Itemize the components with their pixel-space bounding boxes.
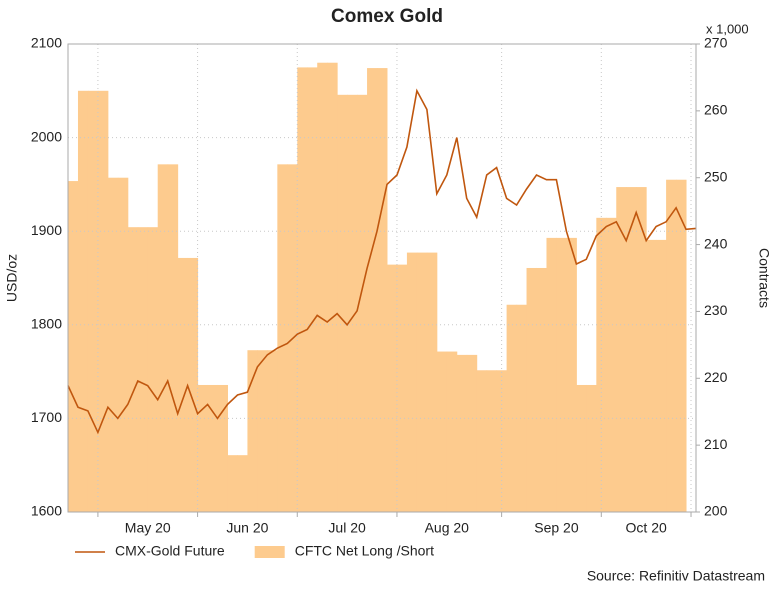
area-step <box>157 164 169 513</box>
area-step <box>137 227 149 512</box>
area-step <box>406 252 418 512</box>
area-step <box>536 267 547 512</box>
x-tick-label: May 20 <box>125 520 171 536</box>
y-tick-label: 2100 <box>31 35 62 51</box>
area-step <box>496 370 508 512</box>
area-step <box>626 187 637 512</box>
area-step <box>167 164 179 513</box>
area-step <box>217 384 228 512</box>
area-step <box>386 264 398 512</box>
area-step <box>416 252 428 512</box>
area-step <box>396 264 408 512</box>
y-tick-label: 1600 <box>31 503 62 519</box>
area-step <box>247 350 258 512</box>
area-step <box>237 455 248 512</box>
x-tick-label: Oct 20 <box>626 520 667 536</box>
area-step <box>177 257 189 512</box>
area-step <box>297 67 308 513</box>
area-step <box>546 237 557 512</box>
area-step <box>147 227 159 512</box>
area-step <box>656 239 667 513</box>
y-tick-label: 2000 <box>31 128 62 144</box>
area-step <box>466 354 478 512</box>
area-step <box>476 370 488 512</box>
area-step <box>377 68 388 512</box>
area-step <box>436 351 448 512</box>
legend-label: CMX-Gold Future <box>115 543 225 559</box>
y2-tick-label: 230 <box>704 302 728 318</box>
y2-tick-label: 210 <box>704 436 728 452</box>
area-step <box>257 350 268 512</box>
area-step <box>227 455 238 512</box>
area-step <box>666 179 677 512</box>
area-step <box>576 384 587 512</box>
area-step <box>77 90 89 513</box>
area-step <box>68 181 79 513</box>
area-step <box>676 179 687 512</box>
y2-tick-label: 240 <box>704 235 728 251</box>
area-step <box>556 237 567 512</box>
area-step <box>197 384 209 512</box>
source-note: Source: Refinitiv Datastream <box>587 568 765 584</box>
legend-swatch <box>254 546 285 558</box>
area-step <box>526 267 538 512</box>
area-step <box>117 177 129 512</box>
area-step <box>317 62 328 512</box>
area-step <box>606 217 617 513</box>
area-step <box>277 164 288 513</box>
area-step <box>426 252 438 512</box>
area-step <box>267 350 278 512</box>
area-step <box>127 227 139 512</box>
y2-axis-label: Contracts <box>756 248 772 308</box>
y2-tick-label: 270 <box>704 35 728 51</box>
y-tick-label: 1800 <box>31 316 62 332</box>
area-step <box>506 304 518 512</box>
area-step <box>97 90 109 513</box>
area-step <box>207 384 219 512</box>
area-step <box>107 177 119 512</box>
y-tick-label: 1700 <box>31 409 62 425</box>
area-step <box>516 304 528 512</box>
legend-label: CFTC Net Long /Short <box>295 543 434 559</box>
x-tick-label: Jul 20 <box>328 520 366 536</box>
y2-tick-label: 260 <box>704 102 728 118</box>
area-step <box>456 354 468 512</box>
area-step <box>636 187 647 512</box>
area-step <box>586 384 597 512</box>
price-line <box>67 88 697 435</box>
area-step <box>486 370 498 512</box>
area-step <box>307 67 318 513</box>
area-step <box>446 351 458 512</box>
chart-title: Comex Gold <box>331 6 443 27</box>
area-step <box>566 237 577 512</box>
area-step <box>327 62 338 512</box>
y-tick-label: 1900 <box>31 222 62 238</box>
y2-tick-label: 200 <box>704 503 728 519</box>
y-axis-label: USD/oz <box>4 254 20 302</box>
area-step <box>347 94 358 512</box>
y2-tick-label: 250 <box>704 168 728 184</box>
y2-unit-label: x 1,000 <box>706 21 749 36</box>
area-step <box>646 239 657 513</box>
area-step <box>87 90 99 513</box>
area-step <box>367 68 378 512</box>
x-tick-label: Jun 20 <box>226 520 268 536</box>
area-step <box>337 94 348 512</box>
x-tick-label: Aug 20 <box>425 520 470 536</box>
area-step <box>357 94 368 512</box>
area-step <box>187 257 199 512</box>
area-step <box>616 187 627 512</box>
y2-tick-label: 220 <box>704 369 728 385</box>
x-tick-label: Sep 20 <box>534 520 579 536</box>
plot-frame <box>67 43 697 513</box>
